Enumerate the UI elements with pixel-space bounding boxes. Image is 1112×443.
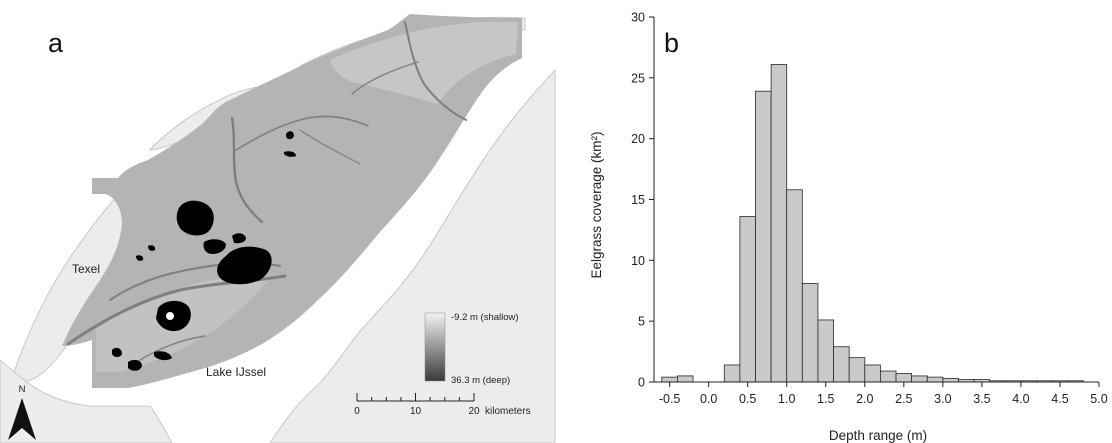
histogram-bar — [801, 283, 819, 383]
y-axis-ticks: 0 5 10 15 20 25 30 — [631, 11, 654, 390]
label-texel: Texel — [72, 262, 100, 276]
eelgrass-patch — [217, 246, 272, 285]
x-tick-label: 1.5 — [817, 392, 834, 406]
scale-label-20: 20 — [468, 406, 480, 417]
x-axis-title: Depth range (m) — [829, 428, 927, 443]
histogram-bar — [723, 364, 741, 383]
scale-unit: kilometers — [485, 406, 531, 417]
histogram-panel: b 0 5 10 15 20 25 30 -0.5 0.0 0.5 1.0 1.5 2.0 2.5 3.0… — [589, 11, 1108, 443]
legend-deep-label: 36.3 m (deep) — [451, 375, 510, 386]
x-tick-label: 0.5 — [739, 392, 756, 406]
eelgrass-patch — [286, 131, 294, 140]
histogram-bars — [661, 64, 1084, 383]
x-tick-label: 2.0 — [856, 392, 873, 406]
histogram-bar — [880, 370, 897, 383]
north-arrow-icon — [8, 398, 36, 440]
histogram-bar — [942, 377, 959, 383]
y-tick-label: 0 — [638, 376, 645, 390]
scale-label-0: 0 — [354, 406, 360, 417]
mainland-friesland — [269, 68, 556, 443]
y-axis-title: Eelgrass coverage (km²) — [589, 131, 604, 278]
channel-vliestroom-branch — [235, 115, 369, 151]
eelgrass-patch — [112, 347, 122, 357]
x-axis-ticks: -0.5 0.0 0.5 1.0 1.5 2.0 2.5 3.0 3.5 4.0 4.5 5.0 — [659, 382, 1108, 406]
x-tick-label: -0.5 — [659, 392, 681, 406]
x-tick-label: 3.0 — [934, 392, 951, 406]
histogram-bar — [786, 189, 803, 383]
panel-label-b: b — [664, 28, 679, 58]
histogram-bar — [926, 376, 944, 383]
y-tick-label: 25 — [631, 71, 645, 85]
x-tick-label: 0.0 — [700, 392, 717, 406]
channel-branch-north — [299, 129, 361, 165]
patch-highlight — [166, 312, 174, 320]
x-tick-label: 4.5 — [1051, 392, 1068, 406]
y-tick-label: 10 — [631, 254, 645, 268]
histogram-bar — [661, 376, 678, 383]
histogram-bar — [770, 64, 788, 383]
channel-borndiep — [404, 21, 467, 121]
panel-label-a: a — [48, 28, 64, 58]
scale-label-10: 10 — [410, 406, 422, 417]
scale-bar — [356, 393, 475, 402]
histogram-bar — [739, 216, 756, 383]
eelgrass-patch — [232, 233, 246, 244]
depth-legend: -9.2 m (shallow) 36.3 m (deep) — [424, 312, 519, 386]
label-lake-ijssel: Lake IJssel — [206, 365, 266, 379]
eelgrass-patch — [154, 351, 172, 361]
y-tick-label: 15 — [631, 193, 645, 207]
eelgrass-patch — [203, 239, 226, 254]
x-tick-label: 5.0 — [1090, 392, 1107, 406]
y-tick-label: 30 — [631, 11, 645, 25]
north-label: N — [19, 384, 26, 395]
y-tick-label: 20 — [631, 132, 645, 146]
eelgrass-patch — [284, 151, 296, 157]
eelgrass-patch — [148, 245, 156, 251]
tidal-flats-light — [330, 22, 518, 104]
histogram-bar — [848, 357, 866, 383]
y-tick-label: 5 — [638, 315, 645, 329]
histogram-bar — [817, 319, 834, 383]
eelgrass-patch — [176, 200, 214, 236]
depth-gradient-bar — [424, 312, 446, 382]
map-panel: a Texel Lake IJssel -9.2 m (shallow) 36.… — [0, 0, 556, 443]
histogram-bar — [833, 346, 850, 383]
histogram-bar — [911, 375, 928, 383]
histogram-bar — [895, 373, 913, 383]
channel-branch-south — [139, 335, 206, 361]
histogram-bar — [864, 364, 881, 383]
histogram-bar — [755, 90, 772, 383]
eelgrass-patch — [136, 255, 144, 261]
histogram-bar — [677, 375, 694, 383]
x-tick-label: 3.5 — [973, 392, 990, 406]
north-arrow: N — [8, 384, 36, 440]
channel-borndiep-branch — [351, 61, 419, 95]
legend-shallow-label: -9.2 m (shallow) — [451, 312, 519, 323]
eelgrass-patch — [128, 359, 142, 371]
x-tick-label: 1.0 — [778, 392, 795, 406]
mainland-noord-holland — [0, 359, 173, 443]
x-tick-label: 2.5 — [895, 392, 912, 406]
x-tick-label: 4.0 — [1012, 392, 1029, 406]
channel-vliestroom — [230, 116, 264, 224]
